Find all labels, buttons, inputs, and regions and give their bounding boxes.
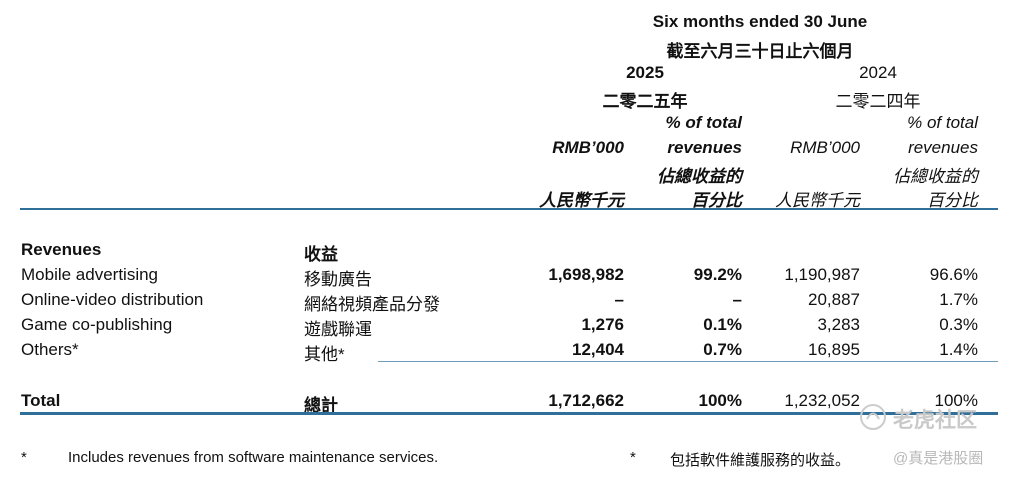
col-rmb-2025-zh: 人民幣千元: [539, 191, 624, 210]
year-2025-zh: 二零二五年: [602, 92, 688, 111]
row-rmb-2025: 12,404: [572, 340, 624, 359]
col-pct-2025-zh1: 佔總收益的: [657, 167, 742, 186]
footnote-text-zh: 包括軟件維護服務的收益。: [670, 452, 851, 469]
col-rmb-2025: RMB’000: [552, 138, 624, 157]
row-rmb-2025: 1,698,982: [548, 265, 624, 284]
row-pct-2024: 1.4%: [939, 340, 978, 359]
section-label-zh: 收益: [304, 245, 338, 264]
total-rmb-2025: 1,712,662: [548, 391, 624, 410]
col-pct-2024-line1: % of total: [907, 113, 978, 132]
row-label-en: Game co-publishing: [21, 315, 173, 334]
row-pct-2025: 99.2%: [693, 265, 742, 284]
col-pct-2025-line1: % of total: [665, 113, 743, 132]
row-rmb-2024: 16,895: [808, 340, 860, 359]
col-pct-2024-zh2: 百分比: [927, 191, 978, 210]
row-label-zh: 其他*: [304, 345, 345, 364]
row-rmb-2024: 1,190,987: [784, 265, 860, 284]
watermark-brand: 老虎社区: [893, 409, 977, 432]
row-pct-2025: 0.1%: [703, 315, 742, 334]
col-pct-2024-zh1: 佔總收益的: [893, 167, 978, 186]
col-rmb-2024-zh: 人民幣千元: [775, 191, 860, 210]
footnote-marker-zh: *: [630, 449, 636, 466]
col-rmb-2024: RMB’000: [790, 138, 860, 157]
period-heading: Six months ended 30 June: [652, 12, 868, 31]
year-2025: 2025: [626, 63, 664, 82]
row-label-zh: 移動廣告: [304, 270, 372, 289]
year-2024-zh: 二零二四年: [835, 92, 921, 111]
subtotal-rule: [378, 361, 998, 362]
row-label-en: Online-video distribution: [21, 290, 204, 309]
footnote-marker-en: *: [21, 449, 27, 466]
tiger-logo-icon: [858, 402, 888, 437]
total-rule: [20, 412, 998, 415]
row-pct-2024: 1.7%: [939, 290, 978, 309]
row-pct-2025: 0.7%: [703, 340, 742, 359]
period-heading-zh: 截至六月三十日止六個月: [666, 42, 854, 61]
col-pct-2025-line2: revenues: [667, 138, 742, 157]
header-rule: [20, 208, 998, 210]
row-rmb-2024: 20,887: [808, 290, 860, 309]
footnote-text-en: Includes revenues from software maintena…: [68, 449, 439, 466]
row-label-zh: 網絡視頻產品分發: [304, 295, 440, 314]
watermark-handle: @真是港股圈: [893, 450, 984, 467]
total-pct-2025: 100%: [698, 391, 742, 410]
row-pct-2025: –: [732, 290, 742, 309]
row-label-zh: 遊戲聯運: [304, 320, 372, 339]
row-rmb-2025: –: [614, 290, 624, 309]
section-label-en: Revenues: [21, 240, 102, 259]
total-rmb-2024: 1,232,052: [784, 391, 860, 410]
year-2024: 2024: [859, 63, 897, 82]
col-pct-2025-zh2: 百分比: [691, 191, 742, 210]
total-label-zh: 總計: [304, 396, 338, 415]
col-pct-2024-line2: revenues: [908, 138, 978, 157]
row-label-en: Mobile advertising: [21, 265, 159, 284]
total-label-en: Total: [21, 391, 61, 410]
row-pct-2024: 96.6%: [929, 265, 978, 284]
row-rmb-2025: 1,276: [581, 315, 624, 334]
row-pct-2024: 0.3%: [939, 315, 978, 334]
row-label-en: Others*: [21, 340, 79, 359]
row-rmb-2024: 3,283: [817, 315, 860, 334]
total-pct-2024: 100%: [934, 391, 978, 410]
